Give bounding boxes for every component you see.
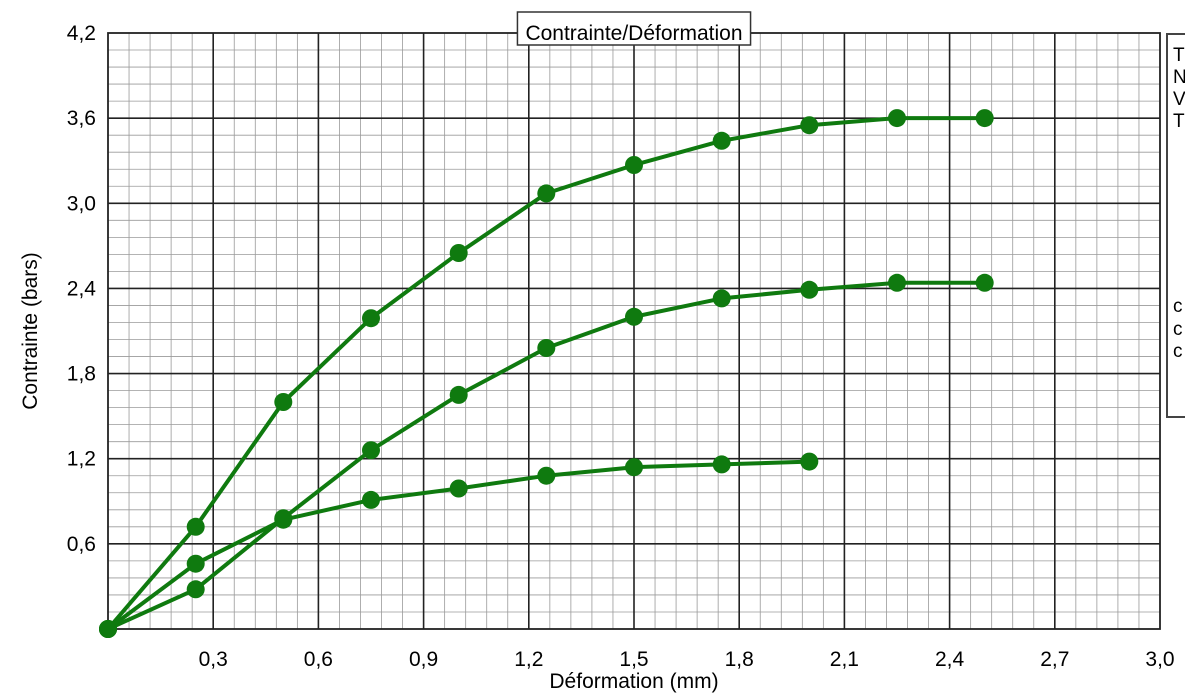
tick-labels: 0,3 0,6 0,9 1,2 1,5 1,8 2,1 2,4 2,7 3,0 0,6 1,2 1,8 2… bbox=[67, 22, 1175, 671]
side-panel-line: T bbox=[1173, 45, 1185, 66]
data-point bbox=[800, 280, 819, 299]
data-point bbox=[537, 466, 556, 485]
side-panel-line: N bbox=[1173, 67, 1185, 89]
data-point bbox=[800, 452, 819, 471]
data-point bbox=[99, 620, 117, 638]
x-tick-label: 2,1 bbox=[830, 648, 859, 671]
data-point bbox=[625, 307, 643, 326]
y-tick-label: 3,6 bbox=[67, 107, 96, 130]
side-panel-line: c bbox=[1173, 341, 1183, 362]
side-panel-line: c bbox=[1173, 296, 1183, 317]
data-point bbox=[888, 273, 906, 292]
x-tick-label: 1,5 bbox=[619, 648, 648, 671]
data-point bbox=[274, 393, 293, 411]
data-point bbox=[449, 385, 468, 404]
side-panel-line: T bbox=[1173, 111, 1185, 132]
data-point bbox=[186, 580, 205, 599]
x-tick-label: 0,3 bbox=[199, 648, 228, 671]
chart-title: Contrainte/Déformation bbox=[525, 22, 742, 45]
x-tick-label: 1,2 bbox=[514, 648, 543, 671]
data-point bbox=[712, 289, 731, 308]
side-panel-line: V bbox=[1173, 89, 1185, 110]
data-point bbox=[186, 517, 205, 536]
y-tick-label: 0,6 bbox=[67, 533, 96, 556]
series-line bbox=[107, 280, 985, 631]
data-point bbox=[975, 109, 994, 128]
x-tick-label: 0,9 bbox=[409, 648, 438, 671]
y-tick-label: 3,0 bbox=[67, 192, 96, 215]
data-point bbox=[274, 510, 293, 529]
x-tick-label: 2,4 bbox=[935, 648, 965, 671]
side-panel-line: c bbox=[1173, 319, 1183, 340]
chart-title-box: Contrainte/Déformation bbox=[516, 11, 752, 46]
x-axis-label: Déformation (mm) bbox=[549, 670, 718, 693]
data-point bbox=[712, 455, 731, 474]
data-point bbox=[625, 458, 643, 477]
data-point bbox=[975, 273, 994, 292]
data-point bbox=[625, 156, 643, 174]
data-point bbox=[449, 479, 468, 498]
data-point bbox=[362, 490, 380, 509]
y-tick-label: 4,2 bbox=[67, 22, 96, 45]
y-axis-label: Contrainte (bars) bbox=[19, 252, 42, 410]
side-info-panel: T N V T c c c bbox=[1166, 33, 1185, 418]
data-point bbox=[362, 309, 380, 328]
data-point bbox=[186, 554, 205, 573]
data-point bbox=[537, 339, 556, 357]
data-point bbox=[362, 441, 380, 460]
data-point bbox=[449, 244, 468, 262]
series-layer bbox=[99, 109, 994, 638]
data-point bbox=[537, 184, 556, 203]
chart-title-background bbox=[516, 11, 752, 46]
data-point bbox=[712, 131, 731, 150]
y-tick-label: 2,4 bbox=[67, 277, 97, 300]
x-tick-label: 1,8 bbox=[725, 648, 754, 671]
x-tick-label: 2,7 bbox=[1040, 648, 1069, 671]
x-tick-label: 0,6 bbox=[304, 648, 333, 671]
y-tick-label: 1,8 bbox=[67, 363, 96, 386]
data-point bbox=[888, 109, 906, 128]
y-tick-label: 1,2 bbox=[67, 448, 96, 471]
data-point bbox=[800, 116, 819, 135]
x-tick-label: 3,0 bbox=[1145, 648, 1174, 671]
major-grid bbox=[108, 33, 1160, 629]
